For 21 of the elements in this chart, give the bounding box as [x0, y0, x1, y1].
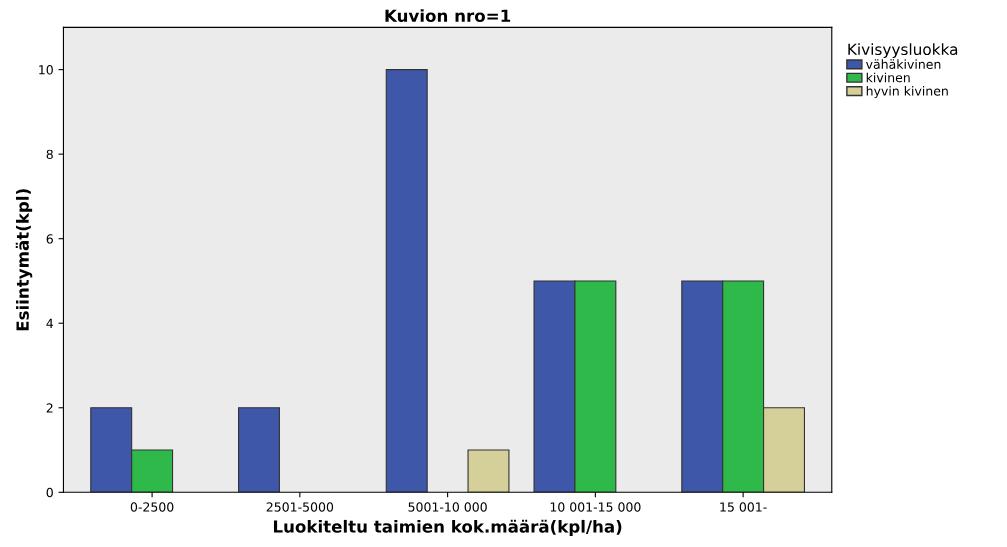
y-tick-label: 10: [39, 65, 53, 75]
legend-label: kivinen: [866, 72, 910, 83]
chart-title: Kuvion nro=1: [385, 9, 511, 23]
x-tick-label: 15 001-: [720, 502, 767, 512]
bar: [385, 69, 428, 493]
bar: [467, 449, 510, 493]
legend-label: hyvin kivinen: [866, 85, 948, 99]
x-tick-label: 10 001-15 000: [550, 502, 641, 512]
y-tick-label: 6: [46, 234, 53, 244]
x-tick-label: 2501-5000: [266, 502, 334, 512]
x-axis-title: Luokiteltu taimien kok.määrä(kpl/ha): [273, 519, 622, 537]
y-tick-label: 0: [46, 487, 53, 498]
bar: [237, 407, 280, 493]
y-tick-label: 2: [46, 403, 53, 413]
y-axis-title: Esiintymät(kpl): [15, 189, 33, 331]
y-tick-label: 8: [46, 149, 53, 160]
legend-label: vähäkivinen: [866, 59, 941, 69]
x-tick-label: 5001-10 000: [408, 502, 487, 512]
y-tick-label: 4: [46, 318, 54, 328]
legend-title: Kivisyysluokka: [848, 43, 958, 59]
x-tick-label: 0-2500: [130, 502, 174, 512]
